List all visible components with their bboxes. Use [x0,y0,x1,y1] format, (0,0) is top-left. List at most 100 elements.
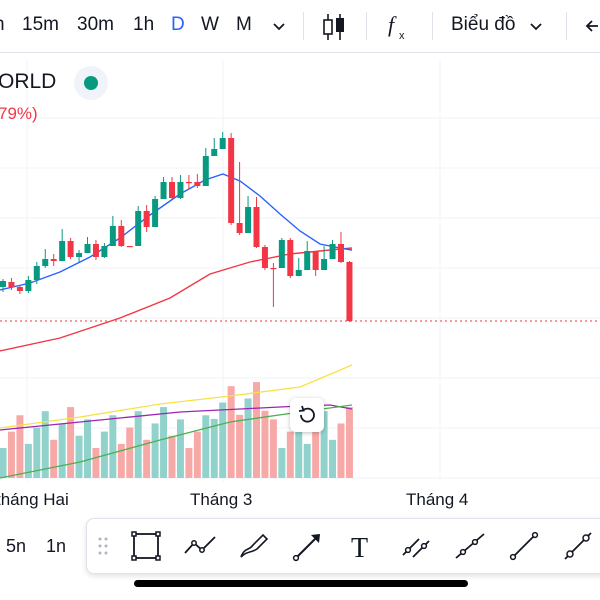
volume-bar [185,448,193,478]
rectangle-tool-icon[interactable] [129,529,163,563]
candle-body [25,280,32,291]
chevron-down-icon[interactable] [528,20,544,34]
volume-bar [329,439,337,478]
chevron-down-icon[interactable] [271,20,287,34]
candle-body [228,138,235,223]
volume-bar [16,415,24,478]
candle-body [76,253,83,257]
candle-body [346,262,353,321]
candle-body [59,241,66,261]
candle-body [16,287,23,291]
candles-icon[interactable] [320,12,348,42]
drag-handle-icon[interactable] [97,536,109,556]
candle-body [126,246,133,248]
svg-text:f: f [388,12,397,37]
candle-body [185,182,192,184]
candle-body [236,223,243,233]
volume-bar [219,402,227,478]
volume-bar [92,448,100,478]
brush-tool-icon[interactable] [237,529,271,563]
volume-bar [278,448,286,478]
interval-d[interactable]: D [171,14,185,35]
svg-text:T: T [351,533,368,563]
volume-bar [193,431,201,478]
x-axis-label: tháng Hai [0,490,69,509]
volume-bar [143,439,151,478]
volume-bar [0,448,7,478]
top-toolbar: h 15m 30m 1h D W M f x Biểu đồ [0,0,600,53]
market-open-dot [84,76,98,90]
interval-m[interactable]: M [236,14,252,35]
reset-chart-button[interactable] [290,398,324,432]
x-axis-label: Tháng 3 [190,490,253,509]
volume-bar [67,407,75,478]
price-chart[interactable] [0,53,600,510]
candle-body [42,259,49,266]
interval-w[interactable]: W [201,14,219,35]
candle-body [177,182,184,198]
ray-tool-icon[interactable] [453,529,487,563]
interval-30m[interactable]: 30m [77,14,114,35]
trend-line-tool-icon[interactable] [507,529,541,563]
indicators-fx-icon[interactable]: f x [384,12,414,42]
interval-h[interactable]: h [0,14,5,36]
text-tool-icon[interactable]: T [345,529,379,563]
toolbar-divider [566,12,567,40]
volume-ma-long-line [0,364,353,429]
volume-bar [253,382,260,478]
candle-body [84,244,91,253]
candle-body [160,182,167,199]
volume-bar [160,407,168,478]
candle-body [33,266,40,280]
volume-bar [117,443,125,478]
volume-bar [295,415,303,478]
volume-bar [345,407,353,478]
volume-bar [151,423,159,478]
volume-bar [41,411,49,478]
candle-body [270,268,277,270]
candle-body [143,211,150,227]
volume-bar [24,443,32,478]
candle-body [261,247,268,268]
volume-bar [269,419,277,478]
candle-body [287,240,294,276]
candle-body [245,207,252,233]
extended-line-tool-icon[interactable] [561,529,595,563]
toolbar-divider [366,12,367,40]
price-change: 79%) [0,104,38,123]
candle-body [152,199,159,227]
volume-bar [176,419,184,478]
x-axis-label: Tháng 4 [406,490,469,509]
range-5n-button[interactable]: 5n [6,536,27,556]
volume-bar [168,435,176,478]
candle-body [312,251,319,270]
volume-bar [202,415,210,478]
candle-body [321,259,328,270]
candle-body [253,207,260,247]
candle-body [67,241,74,257]
chart-type-label[interactable]: Biểu đồ [451,14,516,35]
candle-body [135,211,142,246]
volume-bar [7,431,15,478]
market-status[interactable] [74,66,108,100]
parallel-channel-tool-icon[interactable] [399,529,433,563]
drawing-toolbar: T [86,518,600,574]
candle-body [211,149,218,156]
volume-bar [244,398,252,478]
volume-bar [134,411,142,478]
range-1n-button[interactable]: 1n [46,536,67,556]
candle-body [92,244,99,257]
volume-bar [236,414,244,478]
volume-bar [312,427,320,478]
interval-1h[interactable]: 1h [133,14,155,35]
toolbar-divider [303,12,304,40]
moving-average-fast-line [0,173,353,291]
interval-15m[interactable]: 15m [22,14,59,35]
candle-body [338,244,344,262]
candle-body [194,182,201,186]
path-tool-icon[interactable] [183,529,217,563]
volume-bar [75,435,83,478]
arrow-tool-icon[interactable] [291,529,325,563]
candle-body [101,246,108,257]
undo-arrow-icon[interactable] [584,16,600,36]
